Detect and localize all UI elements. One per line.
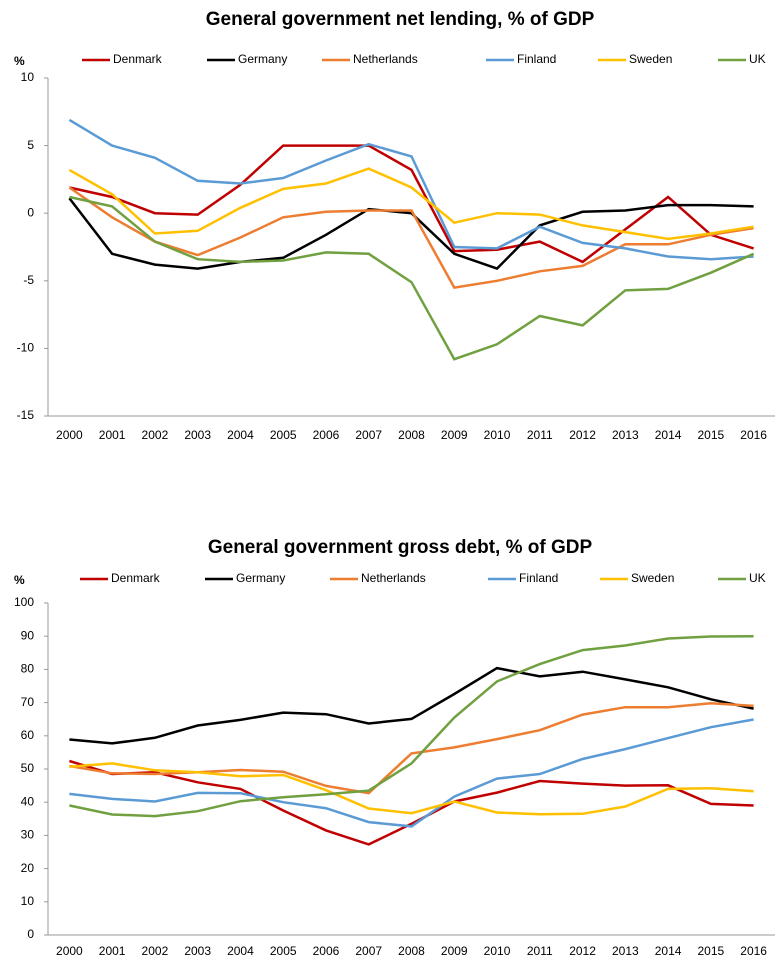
x-tick-label: 2002 [142, 428, 169, 442]
series-line [69, 718, 754, 828]
x-tick-label: 2014 [655, 944, 682, 958]
series-line [68, 186, 754, 289]
y-tick-label: 10 [21, 894, 35, 908]
x-tick-label: 2008 [398, 428, 425, 442]
y-tick-label: -15 [17, 408, 35, 422]
series-line [69, 666, 754, 745]
y-tick-label: 0 [27, 205, 34, 219]
series-line [69, 762, 754, 816]
chart-title: General government gross debt, % of GDP [208, 537, 593, 558]
x-tick-label: 2009 [441, 428, 468, 442]
series-line [69, 759, 754, 846]
y-tick-label: 50 [21, 761, 35, 775]
y-tick-label: 70 [21, 695, 35, 709]
chart: General government net lending, % of GDP… [14, 9, 775, 442]
y-tick-label: 40 [21, 794, 35, 808]
series-line [69, 634, 754, 818]
chart-title: General government net lending, % of GDP [206, 9, 595, 30]
y-tick-label: 10 [21, 70, 35, 84]
series-line [68, 118, 754, 261]
x-tick-label: 2005 [270, 944, 297, 958]
x-tick-label: 2016 [740, 944, 767, 958]
legend-label: UK [749, 52, 766, 66]
chart: General government gross debt, % of GDP%… [14, 537, 775, 958]
legend-label: Denmark [113, 52, 163, 66]
legend-label: Denmark [111, 571, 161, 585]
y-tick-label: 30 [21, 828, 35, 842]
series-line [68, 197, 754, 271]
legend-label: Germany [236, 571, 285, 585]
y-tick-label: -10 [17, 341, 35, 355]
legend-label: Germany [238, 52, 287, 66]
legend-label: Finland [517, 52, 556, 66]
x-tick-label: 2010 [484, 428, 511, 442]
x-tick-label: 2008 [398, 944, 425, 958]
x-tick-label: 2009 [441, 944, 468, 958]
x-tick-label: 2005 [270, 428, 297, 442]
y-tick-label: 5 [27, 138, 34, 152]
x-tick-label: 2013 [612, 944, 639, 958]
y-tick-label: 90 [21, 628, 35, 642]
x-tick-label: 2000 [56, 944, 83, 958]
y-tick-label: -5 [23, 273, 34, 287]
x-tick-label: 2006 [313, 944, 340, 958]
series-line [69, 195, 755, 361]
x-tick-label: 2012 [569, 944, 596, 958]
x-tick-label: 2011 [527, 944, 553, 958]
legend-label: Netherlands [361, 571, 426, 585]
legend-label: UK [749, 571, 766, 585]
x-tick-label: 2014 [655, 428, 682, 442]
x-tick-label: 2003 [184, 944, 211, 958]
x-tick-label: 2004 [227, 428, 254, 442]
series-line [68, 167, 754, 241]
x-tick-label: 2000 [56, 428, 83, 442]
series-line [69, 702, 754, 795]
x-tick-label: 2012 [569, 428, 596, 442]
y-axis-label: % [14, 573, 25, 587]
x-tick-label: 2002 [142, 944, 169, 958]
x-tick-label: 2001 [99, 944, 126, 958]
x-tick-label: 2015 [698, 428, 725, 442]
x-tick-label: 2006 [313, 428, 340, 442]
y-axis-label: % [14, 54, 25, 68]
x-tick-label: 2015 [698, 944, 725, 958]
legend-label: Sweden [629, 52, 672, 66]
y-tick-label: 60 [21, 728, 35, 742]
y-tick-label: 100 [14, 595, 34, 609]
y-tick-label: 80 [21, 662, 35, 676]
x-tick-label: 2011 [527, 428, 553, 442]
x-tick-label: 2016 [740, 428, 767, 442]
x-tick-label: 2013 [612, 428, 639, 442]
x-tick-label: 2004 [227, 944, 254, 958]
x-tick-label: 2001 [99, 428, 126, 442]
x-tick-label: 2010 [484, 944, 511, 958]
series-line [69, 144, 754, 264]
x-tick-label: 2007 [355, 428, 382, 442]
y-tick-label: 20 [21, 861, 35, 875]
x-tick-label: 2007 [355, 944, 382, 958]
legend-label: Finland [519, 571, 558, 585]
legend-label: Netherlands [353, 52, 418, 66]
y-tick-label: 0 [27, 927, 34, 941]
legend-label: Sweden [631, 571, 674, 585]
x-tick-label: 2003 [184, 428, 211, 442]
